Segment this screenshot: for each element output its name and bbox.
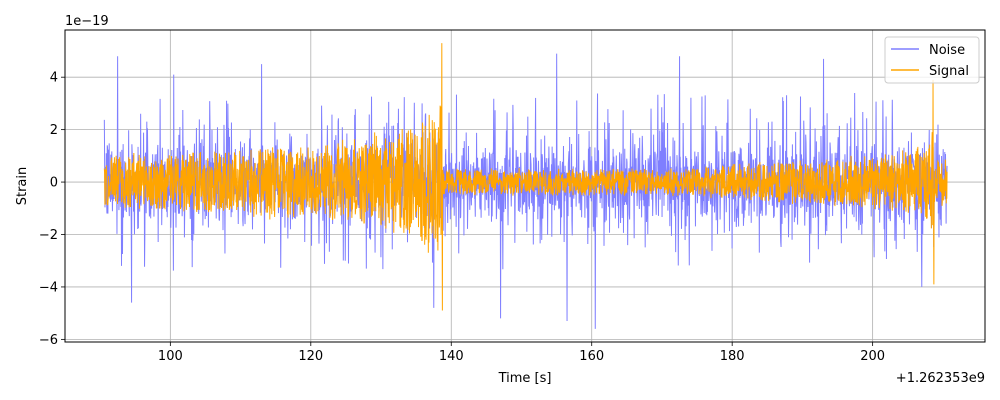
x-tick-label: 100: [158, 349, 183, 364]
x-axis-ticks: 100 120 140 160 180 200: [158, 342, 885, 364]
x-axis-offset-text: +1.262353e9: [896, 371, 985, 386]
y-tick-label: −4: [39, 280, 58, 295]
y-tick-label: 4: [50, 71, 58, 86]
signal-line: [103, 43, 948, 311]
y-axis-label: Strain: [15, 167, 30, 206]
y-tick-label: 2: [50, 123, 58, 138]
y-tick-label: −6: [39, 333, 58, 348]
x-axis-label: Time [s]: [498, 371, 552, 386]
legend-label-noise: Noise: [929, 43, 965, 58]
series-signal: [103, 43, 948, 311]
plot-frame: [64, 29, 986, 343]
legend-label-signal: Signal: [929, 64, 969, 79]
y-axis-scale-text: 1e−19: [65, 14, 109, 29]
x-tick-label: 120: [298, 349, 323, 364]
legend: Noise Signal: [884, 36, 980, 84]
y-tick-label: 0: [50, 176, 58, 191]
noise-line: [103, 53, 948, 329]
series-noise: [103, 53, 948, 329]
x-tick-label: 180: [720, 349, 745, 364]
x-tick-label: 140: [439, 349, 464, 364]
y-tick-label: −2: [39, 228, 58, 243]
x-tick-label: 200: [860, 349, 885, 364]
y-axis-ticks: −6 −4 −2 0 2 4: [39, 71, 65, 348]
x-tick-label: 160: [579, 349, 604, 364]
